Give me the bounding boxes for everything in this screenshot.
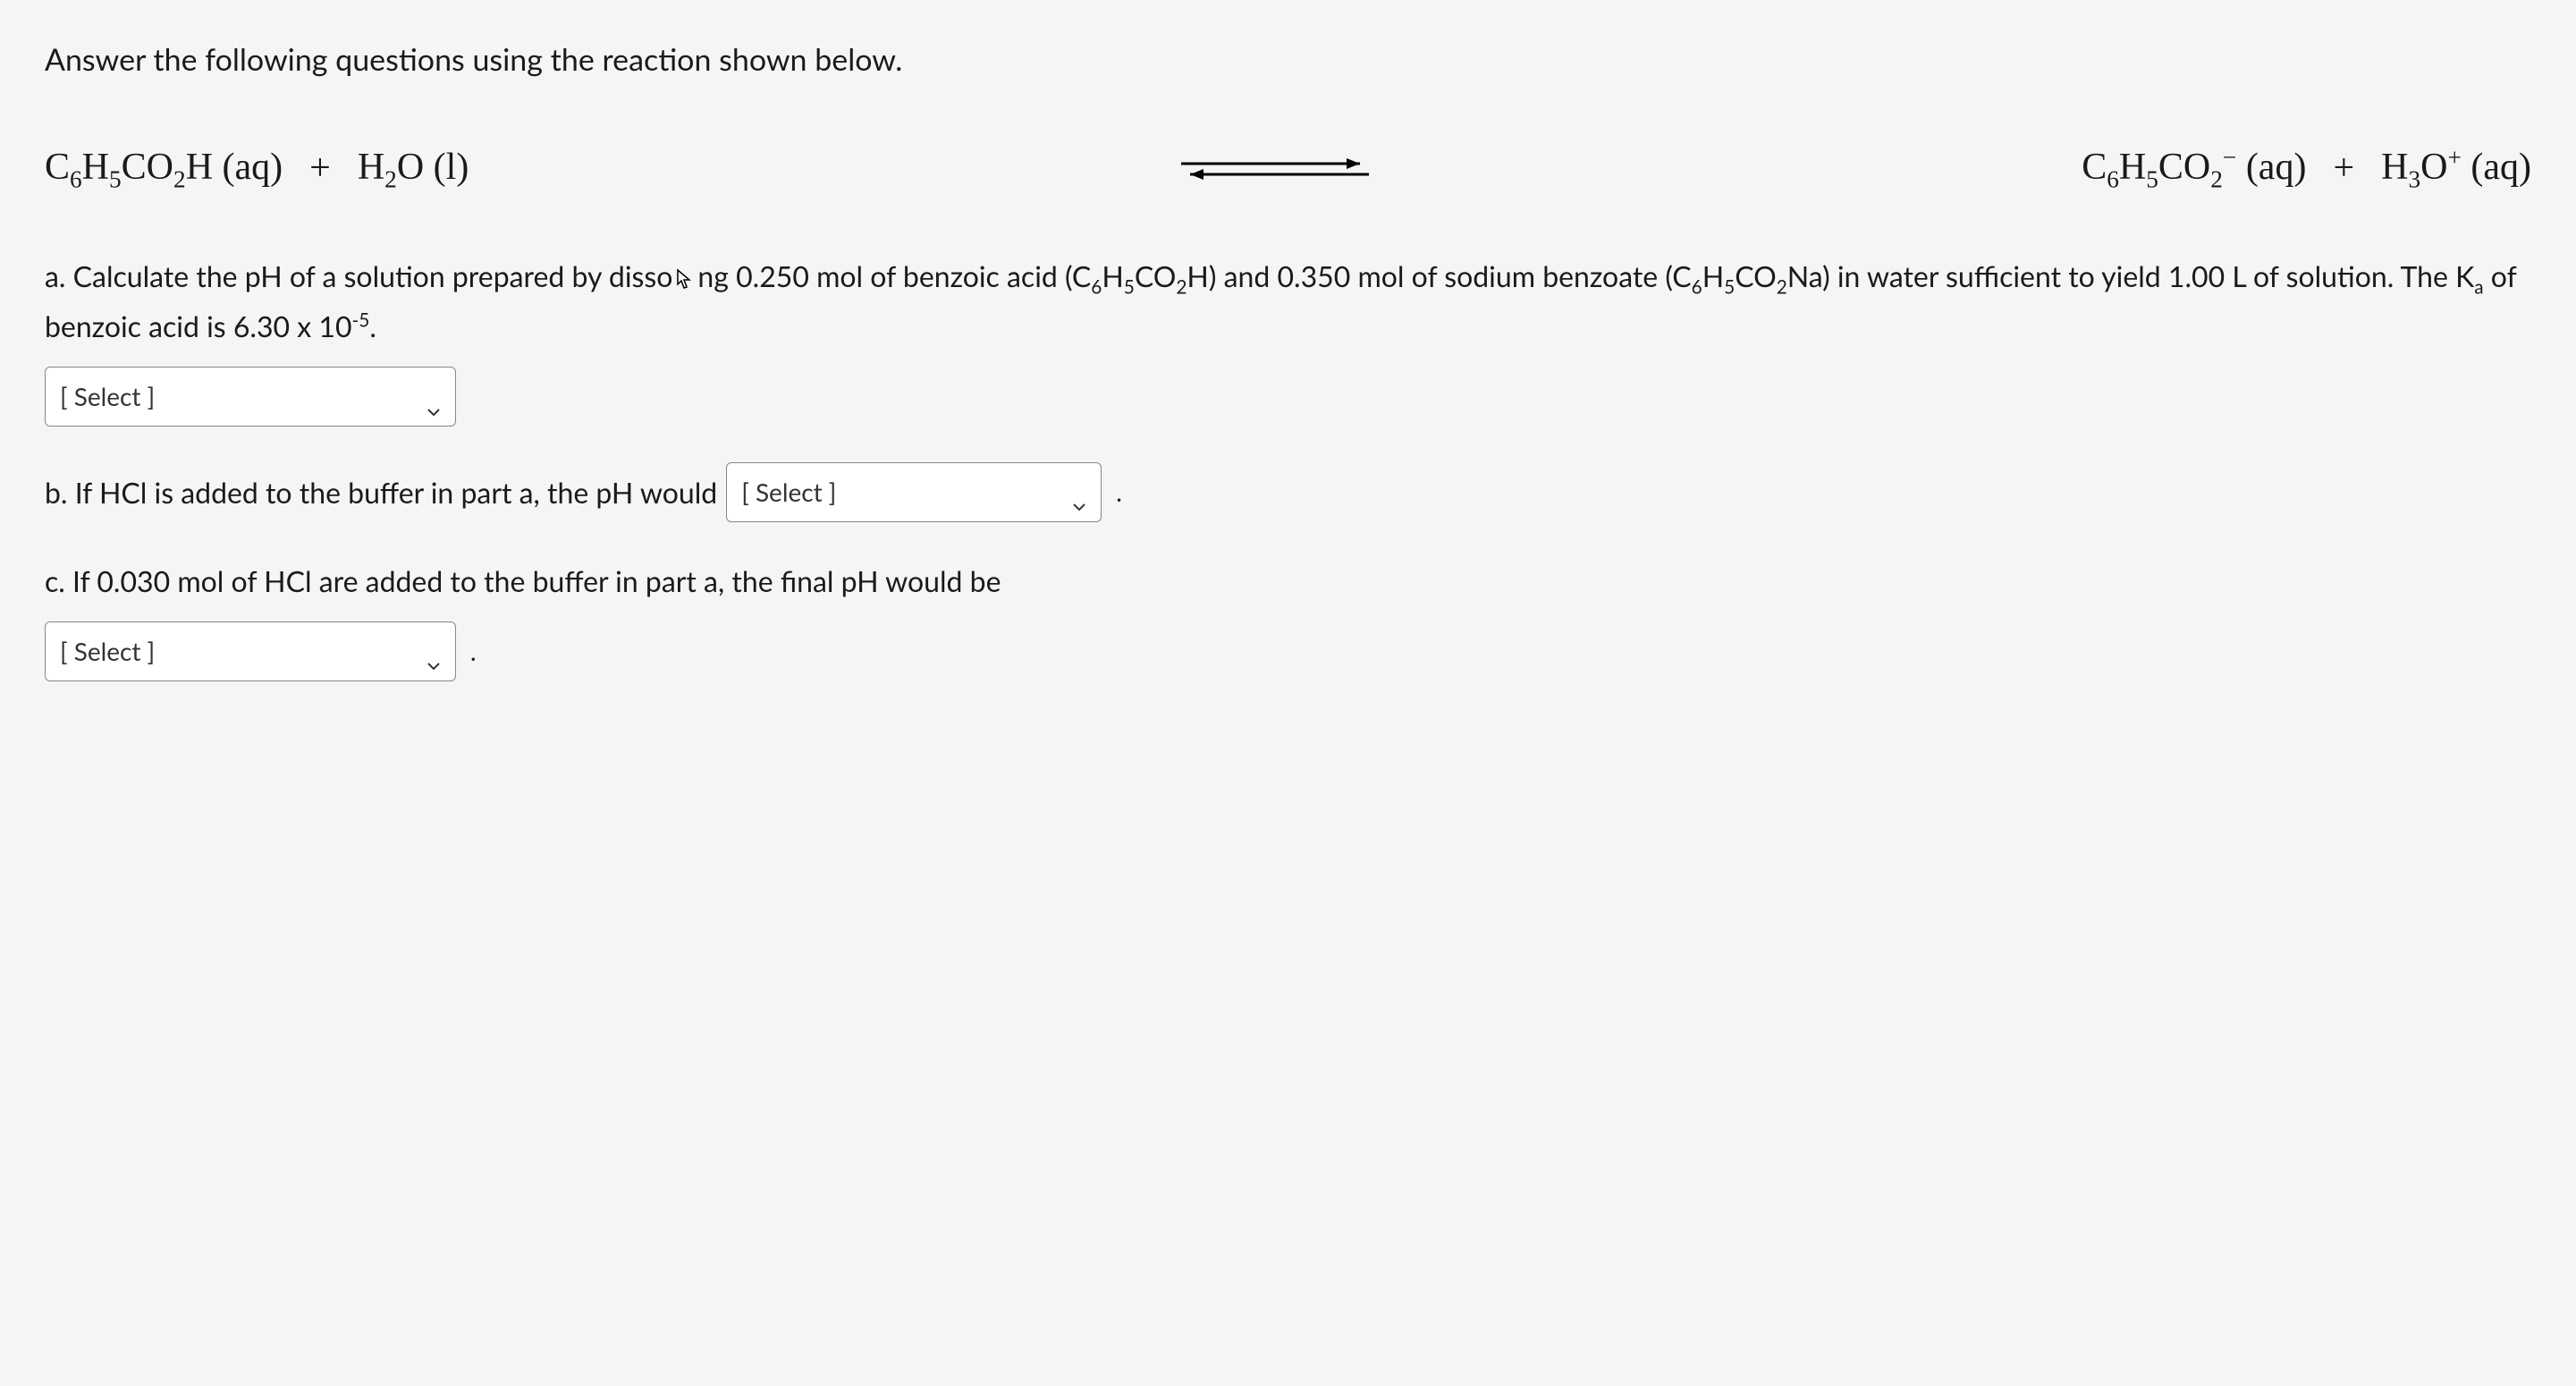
reaction-equation: C6H5CO2H (aq) + H2O (l) C6H5CO2− (aq) + … bbox=[45, 138, 2531, 199]
part-a-select[interactable]: [ Select ] bbox=[45, 367, 456, 427]
reactant-2: H2O (l) bbox=[358, 138, 469, 199]
chevron-down-icon bbox=[1072, 485, 1086, 499]
select-label: [ Select ] bbox=[60, 376, 155, 417]
part-c-select[interactable]: [ Select ] bbox=[45, 621, 456, 681]
period: . bbox=[1116, 472, 1122, 512]
plus-2: + bbox=[2333, 139, 2354, 199]
select-label: [ Select ] bbox=[741, 472, 836, 512]
equilibrium-arrow-icon bbox=[1177, 151, 1373, 187]
chevron-down-icon bbox=[427, 390, 441, 404]
part-a: a. Calculate the pH of a solution prepar… bbox=[45, 253, 2531, 426]
part-b: b. If HCl is added to the buffer in part… bbox=[45, 462, 2531, 522]
reactant-1: C6H5CO2H (aq) bbox=[45, 138, 283, 199]
part-c: c. If 0.030 mol of HCl are added to the … bbox=[45, 558, 2531, 681]
cursor-icon bbox=[674, 258, 696, 303]
plus-1: + bbox=[309, 139, 331, 199]
part-a-text: a. Calculate the pH of a solution prepar… bbox=[45, 253, 2531, 349]
select-label: [ Select ] bbox=[60, 631, 155, 672]
part-c-text: c. If 0.030 mol of HCl are added to the … bbox=[45, 558, 2531, 604]
product-2: H3O+ (aq) bbox=[2381, 138, 2531, 199]
chevron-down-icon bbox=[427, 644, 441, 658]
period: . bbox=[470, 631, 477, 672]
part-b-text: b. If HCl is added to the buffer in part… bbox=[45, 469, 717, 515]
part-b-select[interactable]: [ Select ] bbox=[726, 462, 1102, 522]
product-1: C6H5CO2− (aq) bbox=[2082, 138, 2306, 199]
intro-text: Answer the following questions using the… bbox=[45, 36, 2531, 84]
